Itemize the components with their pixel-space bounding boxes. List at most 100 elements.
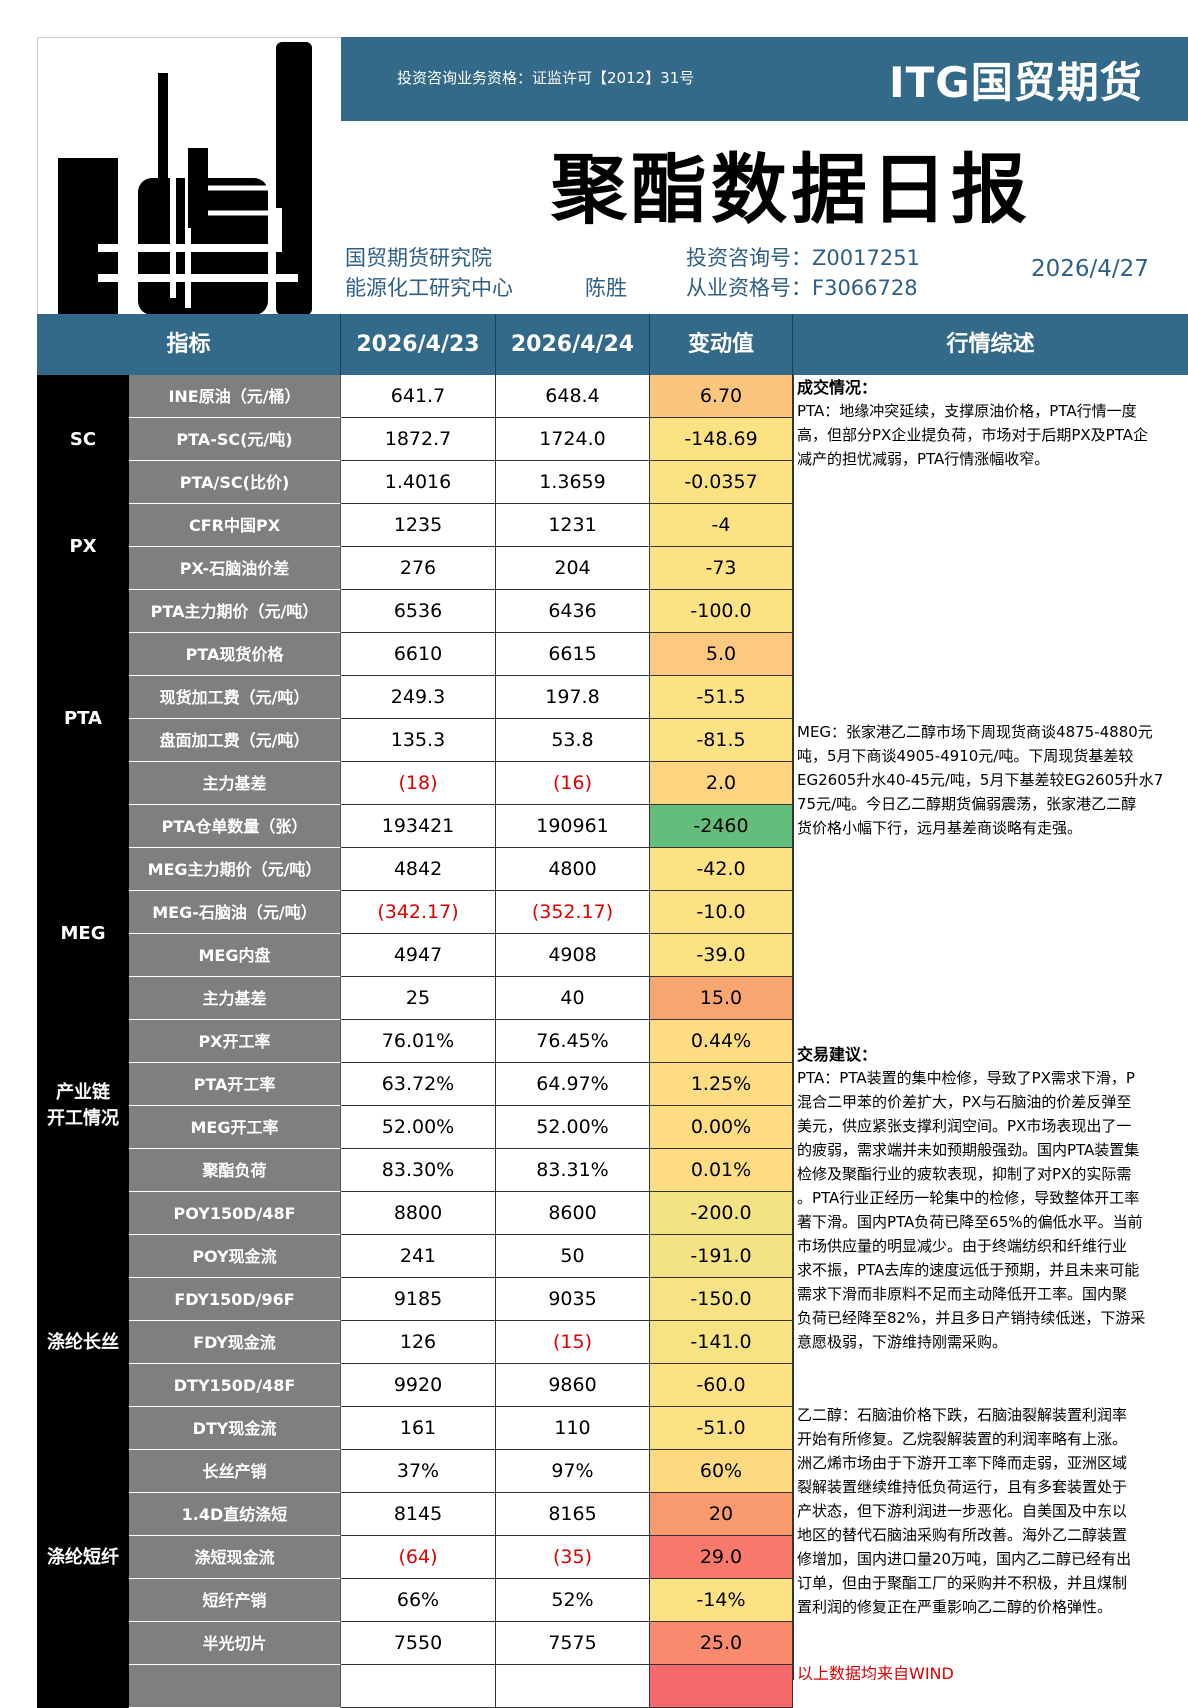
value-date1: 1235 [341, 504, 496, 547]
indicator-label: INE原油（元/桶） [129, 375, 341, 418]
table-row: DTY现金流 161 110 -51.0 [129, 1407, 793, 1450]
table-row: DTY150D/48F 9920 9860 -60.0 [129, 1364, 793, 1407]
change-value: 0.00% [650, 1106, 793, 1149]
group-label: 产业链 开工情况 [37, 1020, 129, 1192]
value-date1: 276 [341, 547, 496, 590]
indicator-label: MEG开工率 [129, 1106, 341, 1149]
indicator-label: 盘面加工费（元/吨） [129, 719, 341, 762]
value-date1: 7550 [341, 1622, 496, 1665]
text-line: 开始有所修复。乙烷裂解装置的利润率略有上涨。 [797, 1430, 1128, 1448]
brand-logo: ITG国贸期货 [889, 58, 1143, 107]
change-value: -148.69 [650, 418, 793, 461]
value-date2: 4908 [496, 934, 650, 977]
report-date: 2026/4/27 [1031, 256, 1149, 282]
table-row: 长丝产销 37% 97% 60% [129, 1450, 793, 1493]
value-date1: 4842 [341, 848, 496, 891]
group-label: MEG [37, 848, 129, 1020]
value-date1: 66% [341, 1579, 496, 1622]
text-line: 求不振，PTA去库的速度远低于预期，并且未来可能 [797, 1261, 1140, 1279]
table-row: 现货加工费（元/吨） 249.3 197.8 -51.5 [129, 676, 793, 719]
table-row [129, 1665, 793, 1708]
value-date2: 190961 [496, 805, 650, 848]
value-date2: 50 [496, 1235, 650, 1278]
value-date2: (352.17) [496, 891, 650, 934]
value-date1: 9920 [341, 1364, 496, 1407]
change-value: 25.0 [650, 1622, 793, 1665]
change-value: 29.0 [650, 1536, 793, 1579]
text-line: 洲乙烯市场由于下游开工率下降而走弱，亚洲区域 [797, 1454, 1128, 1472]
indicator-label: 主力基差 [129, 977, 341, 1020]
value-date1: 76.01% [341, 1020, 496, 1063]
value-date2: 7575 [496, 1622, 650, 1665]
value-date1: 52.00% [341, 1106, 496, 1149]
indicator-label: 涤短现金流 [129, 1536, 341, 1579]
value-date1: 25 [341, 977, 496, 1020]
indicator-label: 短纤产销 [129, 1579, 341, 1622]
indicator-label: DTY150D/48F [129, 1364, 341, 1407]
value-date1: 6536 [341, 590, 496, 633]
value-date1: 4947 [341, 934, 496, 977]
value-date2 [496, 1665, 650, 1708]
text-line: MEG：张家港乙二醇市场下周现货商谈4875-4880元 [797, 723, 1153, 741]
value-date2: 52.00% [496, 1106, 650, 1149]
table-row: PX开工率 76.01% 76.45% 0.44% [129, 1020, 793, 1063]
value-date2: 64.97% [496, 1063, 650, 1106]
group-label: 涤纶长丝 [37, 1192, 129, 1493]
table-row: MEG主力期价（元/吨） 4842 4800 -42.0 [129, 848, 793, 891]
text-line: EG2605升水40-45元/吨，5月下基差较EG2605升水7 [797, 771, 1164, 789]
table-row: CFR中国PX 1235 1231 -4 [129, 504, 793, 547]
indicator-label: PTA/SC(比价) [129, 461, 341, 504]
deal-heading: 成交情况： [797, 378, 878, 397]
indicator-label: CFR中国PX [129, 504, 341, 547]
change-value: 60% [650, 1450, 793, 1493]
table-row: MEG开工率 52.00% 52.00% 0.00% [129, 1106, 793, 1149]
indicator-label: 现货加工费（元/吨） [129, 676, 341, 719]
column-header-date2: 2026/4/24 [496, 314, 650, 375]
change-value: -14% [650, 1579, 793, 1622]
value-date2: 83.31% [496, 1149, 650, 1192]
text-line: 著下滑。国内PTA负荷已降至65%的偏低水平。当前 [797, 1213, 1143, 1231]
table-row: POY150D/48F 8800 8600 -200.0 [129, 1192, 793, 1235]
change-value: 20 [650, 1493, 793, 1536]
text-line: 检修及聚酯行业的疲软表现，抑制了对PX的实际需 [797, 1165, 1132, 1183]
table-row: PTA现货价格 6610 6615 5.0 [129, 633, 793, 676]
change-value: -42.0 [650, 848, 793, 891]
text-line: 减产的担忧减弱，PTA行情涨幅收窄。 [797, 450, 1050, 468]
text-line: 产状态，但下游利润进一步恶化。自美国及中东以 [797, 1502, 1128, 1520]
text-line: 裂解装置继续维持低负荷运行，且有多套装置处于 [797, 1478, 1128, 1496]
text-line: 高，但部分PX企业提负荷，市场对于后期PX及PTA企 [797, 426, 1148, 444]
indicator-label [129, 1665, 341, 1708]
table-row: MEG内盘 4947 4908 -39.0 [129, 934, 793, 977]
value-date2: 53.8 [496, 719, 650, 762]
text-line: 。PTA行业正经历一轮集中的检修，导致整体开工率 [797, 1189, 1140, 1207]
value-date1: 83.30% [341, 1149, 496, 1192]
table-row: MEG-石脑油（元/吨） (342.17) (352.17) -10.0 [129, 891, 793, 934]
indicator-label: POY现金流 [129, 1235, 341, 1278]
text-line: PTA：地缘冲突延续，支撑原油价格，PTA行情一度 [797, 402, 1137, 420]
indicator-label: PTA-SC(元/吨) [129, 418, 341, 461]
indicator-label: PTA主力期价（元/吨） [129, 590, 341, 633]
advice-heading: 交易建议： [797, 1045, 878, 1064]
value-date1: 8145 [341, 1493, 496, 1536]
group-label: 涤纶短纤 [37, 1493, 129, 1622]
table-row: PTA主力期价（元/吨） 6536 6436 -100.0 [129, 590, 793, 633]
value-date1: 249.3 [341, 676, 496, 719]
author-name: 陈胜 [585, 276, 627, 300]
indicator-label: DTY现金流 [129, 1407, 341, 1450]
top-banner: 投资咨询业务资格：证监许可【2012】31号 ITG国贸期货 [341, 37, 1188, 121]
value-date1: 126 [341, 1321, 496, 1364]
table-row: INE原油（元/桶） 641.7 648.4 6.70 [129, 375, 793, 418]
value-date1: (64) [341, 1536, 496, 1579]
text-line: 混合二甲苯的价差扩大，PX与石脑油的价差反弹至 [797, 1093, 1132, 1111]
text-line: 需求下滑而非原料不足而主动降低开工率。国内聚 [797, 1285, 1128, 1303]
indicator-label: MEG主力期价（元/吨） [129, 848, 341, 891]
table-row: 主力基差 (18) (16) 2.0 [129, 762, 793, 805]
value-date2: 9860 [496, 1364, 650, 1407]
research-center: 能源化工研究中心 [345, 276, 513, 300]
deal-pta-text: PTA：地缘冲突延续，支撑原油价格，PTA行情一度 高，但部分PX企业提负荷，市场… [797, 399, 1148, 471]
value-date2: 40 [496, 977, 650, 1020]
table-row: 聚酯负荷 83.30% 83.31% 0.01% [129, 1149, 793, 1192]
industrial-tower-icon [58, 42, 312, 315]
text-line: PTA：PTA装置的集中检修，导致了PX需求下滑，P [797, 1069, 1135, 1087]
text-line: 置利润的修复正在严重影响乙二醇的价格弹性。 [797, 1598, 1113, 1616]
